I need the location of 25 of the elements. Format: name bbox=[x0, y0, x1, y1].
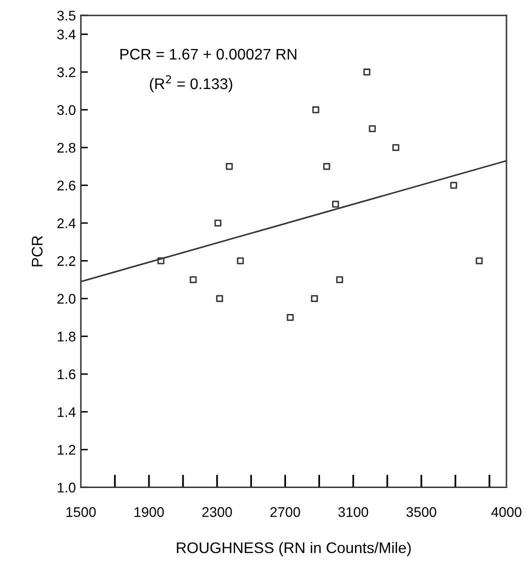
y-tick-label: 2.2 bbox=[57, 256, 76, 266]
y-axis-title: PCR bbox=[32, 236, 43, 266]
annotation: PCR = 1.67 + 0.00027 RN bbox=[120, 48, 296, 60]
x-tick-label: 4000 bbox=[491, 507, 522, 517]
y-tick-label: 1.2 bbox=[58, 444, 76, 455]
y-tick-label: 1.6 bbox=[58, 369, 76, 380]
y-tick-label: 3.4 bbox=[57, 30, 76, 40]
y-tick-label: 1.4 bbox=[58, 407, 76, 417]
y-tick-label: 2.6 bbox=[57, 180, 76, 190]
y-tick-label: 2.4 bbox=[57, 218, 76, 228]
x-tick-label: 1900 bbox=[134, 507, 164, 517]
y-tick-label: 3.2 bbox=[57, 67, 76, 78]
annotation: (R$^{2}$ = 0.133) bbox=[150, 75, 232, 92]
x-tick-label: 3500 bbox=[406, 507, 436, 517]
x-tick-label: 1500 bbox=[66, 507, 96, 517]
x-tick-label: 2700 bbox=[270, 507, 300, 517]
y-tick-label: 1.0 bbox=[58, 482, 76, 493]
y-tick-label: 2.0 bbox=[57, 294, 76, 304]
x-axis-title: ROUGHNESS (RN in Counts/Mile) bbox=[176, 542, 411, 556]
x-tick-label: 3100 bbox=[338, 507, 368, 517]
x-tick-label: 2300 bbox=[202, 507, 232, 517]
y-tick-label: 3.5 bbox=[57, 10, 76, 21]
y-tick-label: 2.8 bbox=[57, 142, 76, 153]
y-tick-label: 1.8 bbox=[58, 332, 76, 342]
y-tick-label: 3.0 bbox=[57, 105, 76, 115]
